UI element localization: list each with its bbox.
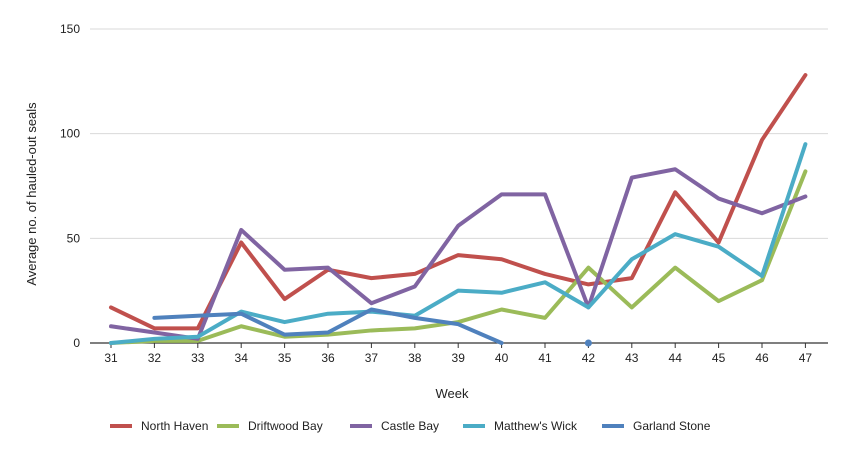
x-tick-label: 42 [582, 351, 596, 365]
x-tick-label: 38 [408, 351, 422, 365]
legend-label: Castle Bay [381, 419, 439, 433]
legend-item: Castle Bay [350, 419, 439, 433]
x-tick-labels: 31 32 33 34 35 36 37 38 39 40 41 42 43 44 45 46 47 [104, 343, 812, 365]
series-point [584, 339, 592, 347]
series-2 [109, 167, 808, 341]
legend-item: Garland Stone [602, 419, 711, 433]
x-tick-label: 44 [669, 351, 683, 365]
x-tick-label: 35 [278, 351, 292, 365]
x-tick-label: 40 [495, 351, 509, 365]
series-line [109, 142, 808, 345]
x-tick-label: 36 [321, 351, 335, 365]
series-4 [152, 307, 592, 347]
series-line [109, 169, 808, 345]
x-tick-label: 34 [235, 351, 249, 365]
y-tick-label: 0 [73, 336, 80, 350]
legend-item: Matthew's Wick [463, 419, 578, 433]
x-tick-label: 41 [538, 351, 552, 365]
x-tick-label: 31 [104, 351, 118, 365]
x-tick-label: 43 [625, 351, 639, 365]
x-tick-label: 39 [452, 351, 466, 365]
legend: North Haven Driftwood Bay Castle Bay Matthe… [110, 419, 711, 433]
series-1 [109, 169, 808, 345]
y-axis-title: Average no. of hauled-out seals [24, 102, 39, 286]
legend-label: Matthew's Wick [494, 419, 578, 433]
x-tick-label: 46 [755, 351, 769, 365]
x-tick-label: 32 [148, 351, 162, 365]
legend-label: North Haven [141, 419, 208, 433]
series-lines [109, 73, 808, 347]
series-line [109, 167, 808, 341]
legend-item: Driftwood Bay [217, 419, 323, 433]
legend-label: Garland Stone [633, 419, 711, 433]
x-tick-label: 45 [712, 351, 726, 365]
legend-item: North Haven [110, 419, 208, 433]
y-tick-label: 50 [67, 231, 81, 245]
series-3 [109, 142, 808, 345]
y-tick-label: 150 [60, 22, 80, 36]
x-tick-label: 33 [191, 351, 205, 365]
x-tick-label: 37 [365, 351, 379, 365]
legend-label: Driftwood Bay [248, 419, 323, 433]
x-axis-title: Week [436, 386, 469, 401]
series-line [152, 307, 504, 345]
gridlines [90, 28, 828, 344]
y-tick-label: 100 [60, 127, 80, 141]
y-tick-labels: 0 50 100 150 [60, 22, 80, 350]
x-tick-label: 47 [799, 351, 813, 365]
